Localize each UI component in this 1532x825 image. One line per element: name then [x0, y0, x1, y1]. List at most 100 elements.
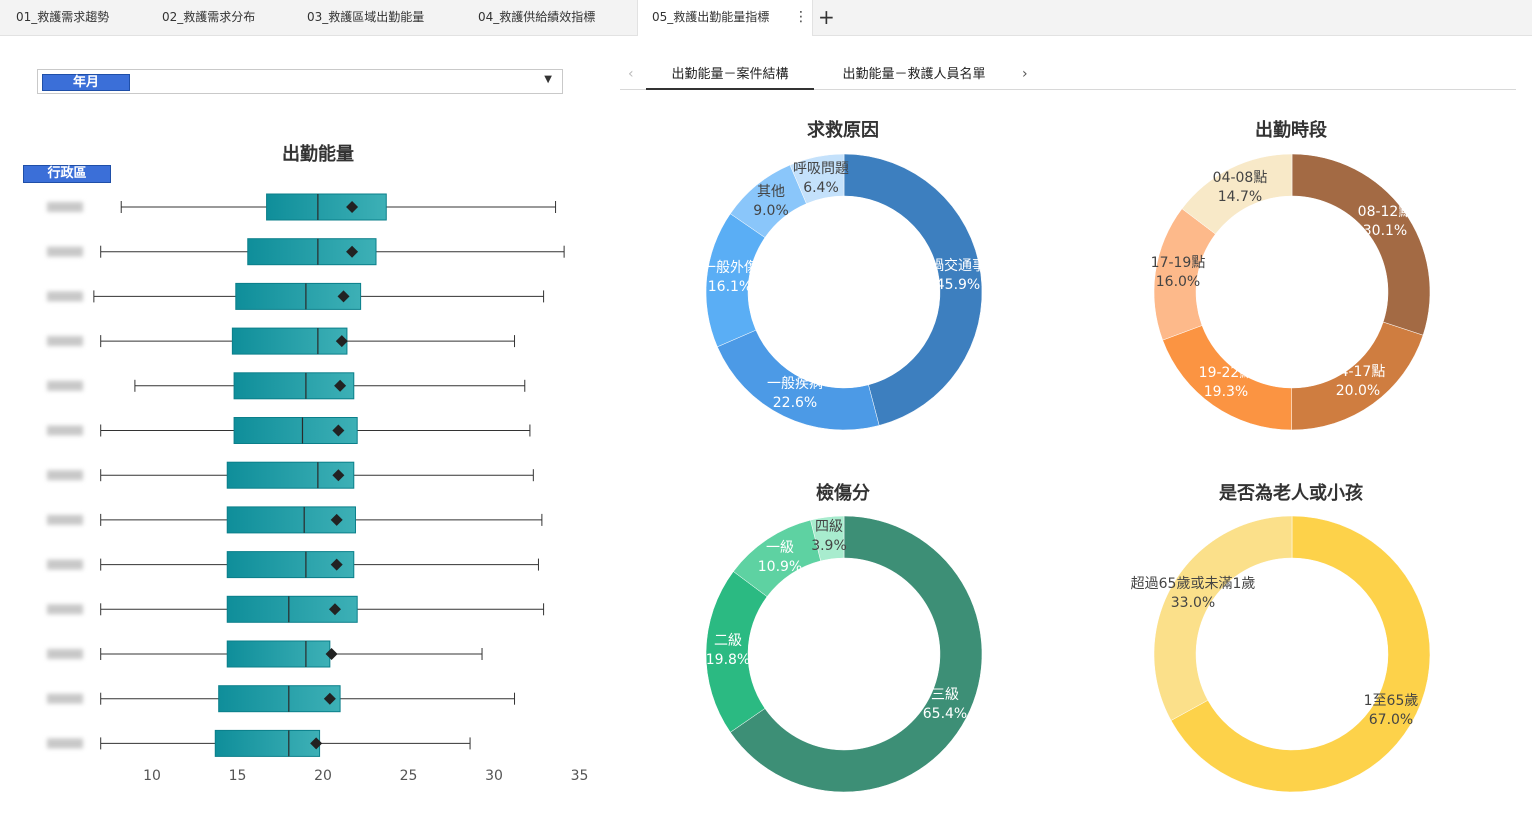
district-label-placeholder — [47, 604, 83, 615]
mean-marker — [332, 469, 345, 482]
box-row[interactable] — [47, 282, 545, 310]
box-row[interactable] — [47, 417, 531, 444]
district-label-placeholder — [47, 559, 83, 570]
donut-slice[interactable] — [789, 153, 845, 204]
donut-slice[interactable] — [1170, 515, 1431, 793]
slice-percent: 16.0% — [1156, 274, 1200, 290]
iqr-box[interactable] — [226, 461, 355, 489]
slice-percent: 20.0% — [1336, 383, 1380, 399]
mean-marker — [334, 379, 347, 392]
slice-percent: 14.7% — [1218, 189, 1262, 205]
subtab-staff-list[interactable]: 出勤能量－救護人員名單 — [842, 67, 986, 82]
box-row[interactable] — [47, 729, 471, 757]
chevron-right-icon[interactable]: › — [1022, 66, 1028, 82]
donut-slice[interactable] — [1153, 515, 1293, 721]
slice-percent: 22.6% — [773, 395, 817, 411]
dropdown-arrow-icon[interactable]: ▼ — [544, 74, 552, 85]
slice-percent: 19.3% — [1204, 384, 1248, 400]
box-row[interactable] — [47, 327, 516, 355]
donut-title-age: 是否為老人或小孩 — [1219, 483, 1363, 504]
slice-percent: 3.9% — [811, 538, 847, 554]
x-tick-label: 35 — [571, 768, 589, 784]
mean-marker — [337, 290, 350, 303]
x-tick-label: 20 — [314, 768, 332, 784]
tab-area-capacity[interactable]: 03_救護區域出勤能量 — [307, 10, 425, 24]
donut-title-time: 出勤時段 — [1255, 120, 1327, 141]
donut-chart: 三級 65.4% 二級 19.8% 一級 10.9% 四級 3.9% — [706, 515, 983, 793]
slicer-label: 年月 — [42, 74, 130, 91]
tab-demand-distribution[interactable]: 02_救護需求分布 — [162, 10, 256, 24]
box-row[interactable] — [47, 506, 543, 534]
boxplot-chart: 10 15 20 25 30 35 — [47, 193, 589, 784]
iqr-box[interactable] — [266, 193, 387, 221]
slice-label: 呼吸問題 — [793, 161, 849, 177]
subtab-case-structure[interactable]: 出勤能量－案件結構 — [646, 66, 814, 90]
iqr-box[interactable] — [226, 640, 331, 668]
box-row[interactable] — [47, 685, 516, 713]
slice-label: 一般疾病 — [767, 376, 823, 392]
slice-percent: 16.1% — [708, 279, 752, 295]
district-label-placeholder — [47, 380, 83, 391]
district-axis-badge[interactable]: 行政區 — [23, 165, 111, 183]
tab-supply-kpi[interactable]: 04_救護供給績效指標 — [478, 10, 596, 24]
sub-navigation: ‹ 出勤能量－案件結構 出勤能量－救護人員名單 › — [620, 62, 1516, 90]
slice-label: 17-19點 — [1151, 255, 1206, 271]
box-row[interactable] — [47, 595, 545, 623]
slice-label: 1至65歲 — [1364, 693, 1419, 709]
box-row[interactable] — [47, 640, 483, 668]
donut-slice[interactable] — [810, 515, 845, 562]
slice-label: 其他 — [757, 184, 785, 200]
more-options-icon[interactable]: ⋮ — [794, 9, 808, 25]
donut-chart: 車禍交通事故 45.9% 一般疾病 22.6% 一般外傷 16.1% 其他 9.0% 呼吸問題 6… — [702, 153, 1000, 431]
mean-marker — [325, 648, 338, 660]
slice-percent: 33.0% — [1171, 595, 1215, 611]
slice-label: 三級 — [931, 687, 959, 703]
tab-dispatch-capacity[interactable]: 05_救護出勤能量指標 — [637, 0, 813, 36]
add-tab-icon[interactable]: + — [818, 5, 835, 29]
donut-slice[interactable] — [1291, 153, 1431, 336]
slice-percent: 10.9% — [758, 559, 802, 575]
donut-title-triage: 檢傷分 — [816, 483, 870, 504]
mean-marker — [346, 201, 359, 213]
slice-label: 一級 — [766, 540, 794, 556]
district-label-placeholder — [47, 649, 83, 659]
box-row[interactable] — [47, 551, 539, 579]
x-tick-label: 15 — [229, 768, 247, 784]
district-label-placeholder — [47, 336, 83, 347]
district-label-placeholder — [47, 470, 83, 481]
year-month-slicer[interactable]: 年月 ▼ — [37, 69, 563, 94]
x-tick-label: 10 — [143, 768, 161, 784]
chevron-left-icon[interactable]: ‹ — [628, 66, 634, 82]
slice-percent: 67.0% — [1369, 712, 1413, 728]
mean-marker — [335, 335, 348, 348]
iqr-box[interactable] — [233, 372, 355, 400]
slice-label: 19-22點 — [1199, 365, 1254, 381]
district-label-placeholder — [47, 202, 83, 212]
box-row[interactable] — [47, 461, 534, 489]
donut-slice[interactable] — [1181, 153, 1293, 235]
slice-label: 一般外傷 — [702, 260, 758, 276]
box-row[interactable] — [47, 193, 557, 221]
box-row[interactable] — [47, 372, 526, 400]
district-label-placeholder — [47, 738, 83, 749]
iqr-box[interactable] — [214, 729, 321, 757]
district-label-placeholder — [47, 693, 83, 704]
district-label-placeholder — [47, 514, 83, 525]
donut-slice[interactable] — [730, 515, 983, 793]
donut-chart: 08-12點 30.1% 14-17點 20.0% 19-22點 19.3% 17-19點 1… — [1151, 153, 1431, 431]
mean-marker — [330, 513, 343, 526]
iqr-box[interactable] — [218, 685, 341, 713]
tab-dispatch-capacity-label: 05_救護出勤能量指標 — [652, 10, 770, 24]
district-label-placeholder — [47, 425, 83, 436]
slice-label: 四級 — [815, 519, 843, 535]
mean-marker — [328, 603, 341, 616]
donut-chart: 1至65歲 67.0% 超過65歲或未滿1歲 33.0% — [1131, 515, 1431, 793]
iqr-box[interactable] — [231, 327, 348, 355]
slice-label: 14-17點 — [1331, 364, 1386, 380]
tab-demand-trend[interactable]: 01_救護需求趨勢 — [16, 10, 110, 24]
box-row[interactable] — [47, 238, 565, 266]
slice-percent: 65.4% — [923, 706, 967, 722]
slice-percent: 45.9% — [936, 277, 980, 293]
mean-marker — [332, 424, 345, 437]
